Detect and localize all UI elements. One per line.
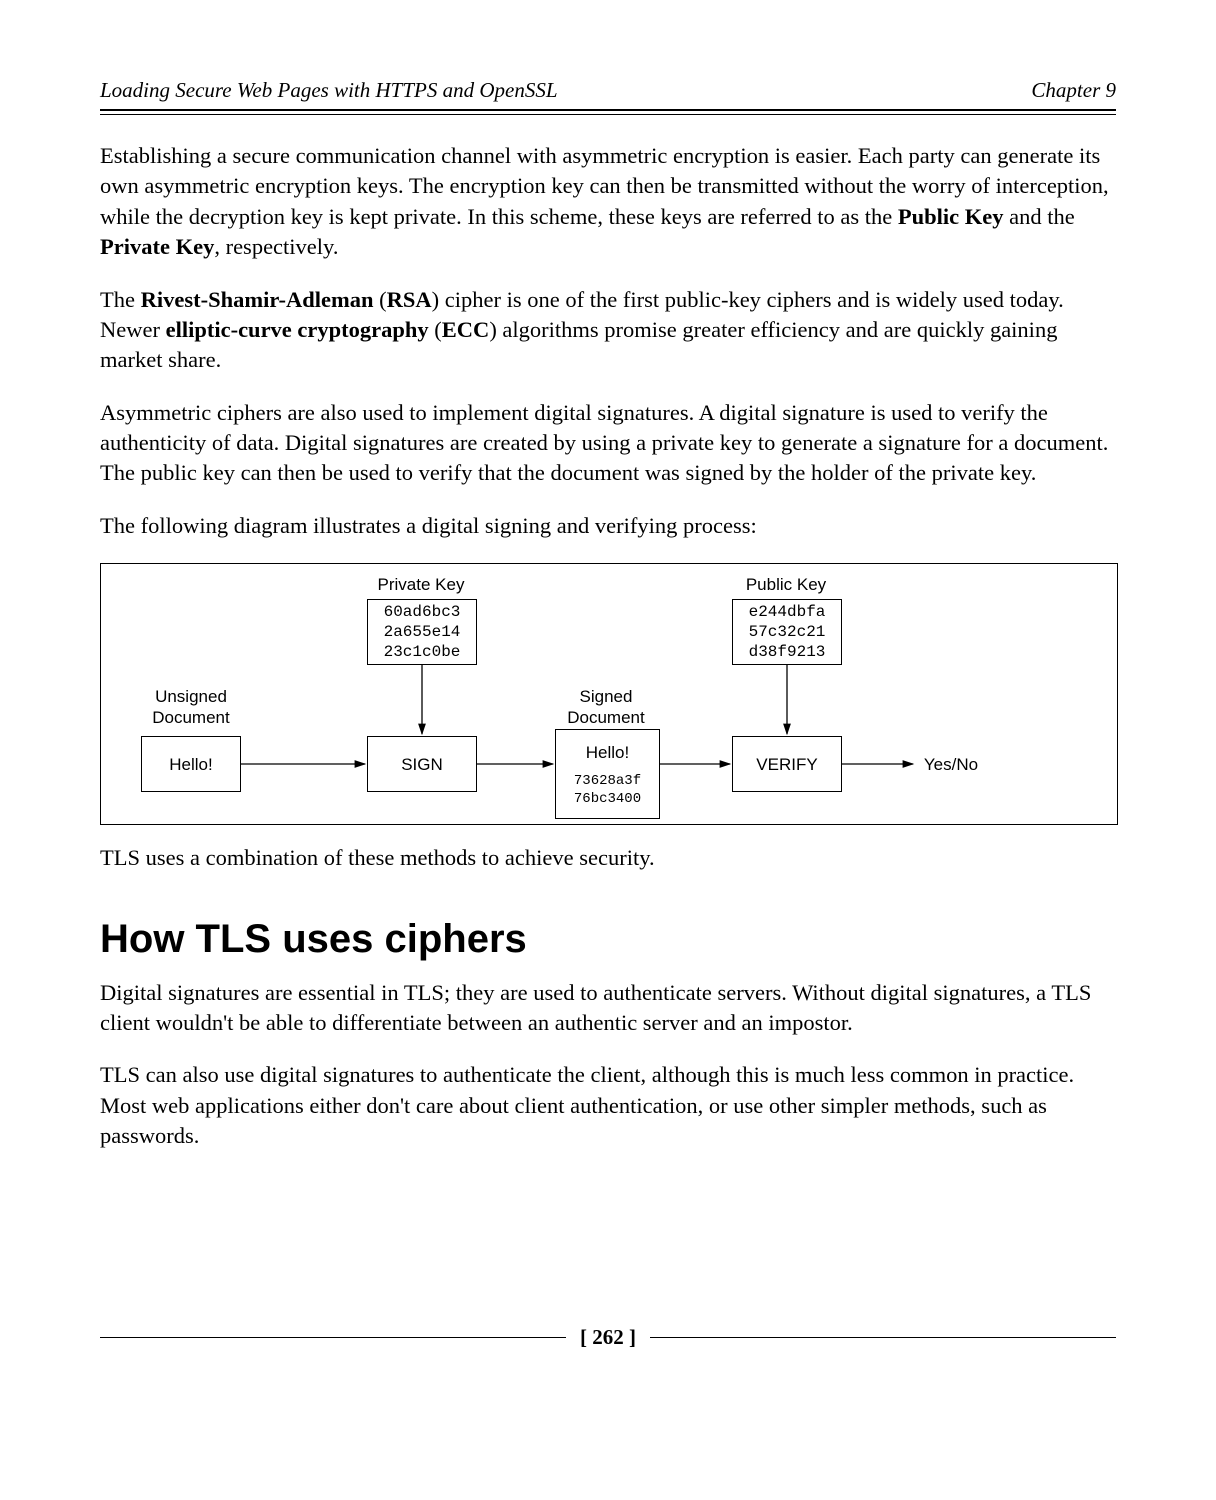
unsigned-l2: Document	[152, 708, 229, 727]
p2-t4: (	[429, 317, 442, 342]
private-key-box: 60ad6bc3 2a655e14 23c1c0be	[367, 599, 477, 665]
p2-b2: RSA	[387, 287, 432, 312]
priv-hex-1: 60ad6bc3	[384, 602, 461, 622]
header-rule-thick	[100, 109, 1116, 111]
paragraph-7: TLS can also use digital signatures to a…	[100, 1060, 1116, 1151]
signed-doc-label: Signed Document	[546, 686, 666, 729]
paragraph-2: The Rivest-Shamir-Adleman (RSA) cipher i…	[100, 285, 1116, 376]
public-key-box: e244dbfa 57c32c21 d38f9213	[732, 599, 842, 665]
signed-l1: Signed	[580, 687, 633, 706]
signed-hello: Hello!	[586, 742, 629, 763]
private-key-label: Private Key	[361, 574, 481, 595]
footer-rule-left	[100, 1337, 566, 1338]
priv-hex-2: 2a655e14	[384, 622, 461, 642]
p2-b1: Rivest-Shamir-Adleman	[141, 287, 374, 312]
paragraph-3: Asymmetric ciphers are also used to impl…	[100, 398, 1116, 489]
page: Loading Secure Web Pages with HTTPS and …	[0, 0, 1216, 1500]
running-head-right: Chapter 9	[1031, 78, 1116, 103]
footer-rule-right	[650, 1337, 1116, 1338]
paragraph-1: Establishing a secure communication chan…	[100, 141, 1116, 263]
p1-t2: and the	[1003, 204, 1074, 229]
unsigned-doc-label: Unsigned Document	[131, 686, 251, 729]
paragraph-5: TLS uses a combination of these methods …	[100, 843, 1116, 873]
running-head: Loading Secure Web Pages with HTTPS and …	[100, 78, 1116, 107]
pub-hex-3: d38f9213	[749, 642, 826, 662]
p1-b2: Private Key	[100, 234, 214, 259]
pub-hex-2: 57c32c21	[749, 622, 826, 642]
p2-t2: (	[374, 287, 387, 312]
signed-doc-box: Hello! 73628a3f 76bc3400	[555, 729, 660, 819]
section-heading: How TLS uses ciphers	[100, 912, 1116, 966]
p1-t3: , respectively.	[214, 234, 338, 259]
signed-l2: Document	[567, 708, 644, 727]
paragraph-6: Digital signatures are essential in TLS;…	[100, 978, 1116, 1039]
body-text: Establishing a secure communication chan…	[100, 141, 1116, 1151]
signing-diagram: Private Key Public Key 60ad6bc3 2a655e14…	[100, 563, 1118, 825]
p2-b3: elliptic-curve cryptography	[166, 317, 429, 342]
verify-box: VERIFY	[732, 736, 842, 792]
yes-no-label: Yes/No	[916, 754, 986, 775]
p2-b4: ECC	[442, 317, 490, 342]
sig-hex-1: 73628a3f	[574, 773, 641, 791]
p1-b1: Public Key	[898, 204, 1004, 229]
public-key-label: Public Key	[726, 574, 846, 595]
pub-hex-1: e244dbfa	[749, 602, 826, 622]
unsigned-doc-box: Hello!	[141, 736, 241, 792]
p2-t1: The	[100, 287, 141, 312]
page-number: [ 262 ]	[566, 1325, 650, 1350]
paragraph-4: The following diagram illustrates a digi…	[100, 511, 1116, 541]
running-head-left: Loading Secure Web Pages with HTTPS and …	[100, 78, 558, 103]
priv-hex-3: 23c1c0be	[384, 642, 461, 662]
page-footer: [ 262 ]	[100, 1325, 1116, 1350]
sign-box: SIGN	[367, 736, 477, 792]
header-rule-thin	[100, 114, 1116, 115]
sig-hex-2: 76bc3400	[574, 791, 641, 809]
unsigned-l1: Unsigned	[155, 687, 227, 706]
